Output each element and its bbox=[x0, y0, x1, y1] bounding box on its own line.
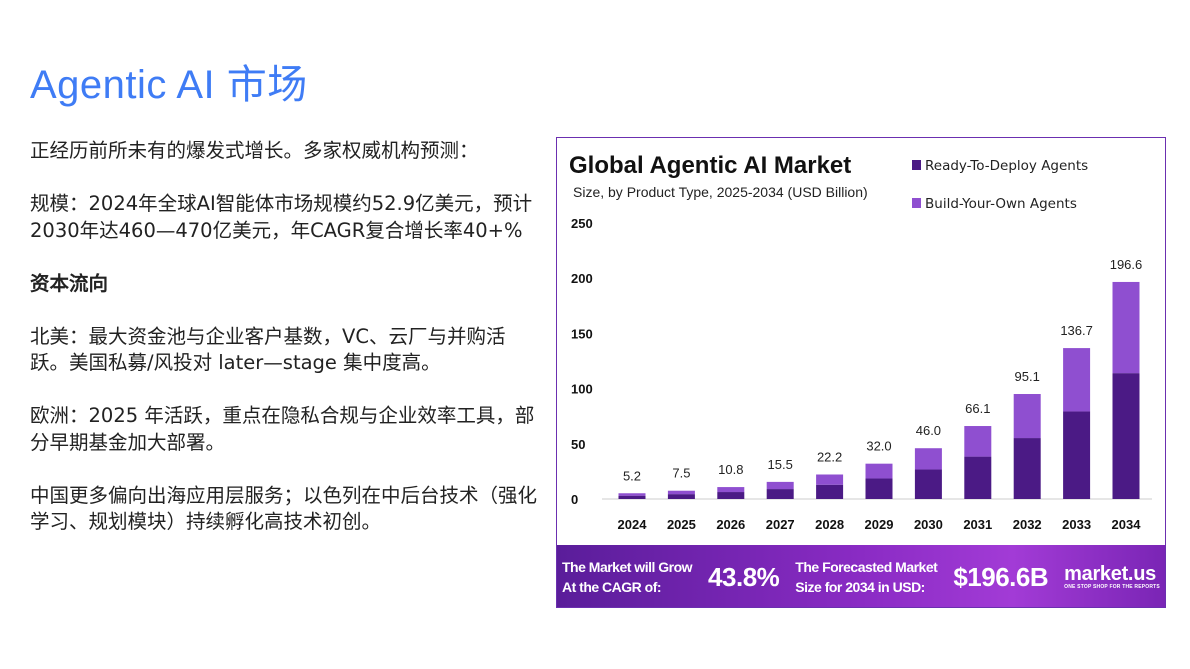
x-tick-label: 2034 bbox=[1112, 517, 1142, 532]
data-label-2029: 32.0 bbox=[866, 439, 891, 454]
forecast-label-line1: The Forecasted Market bbox=[795, 559, 938, 575]
cagr-label: The Market will Grow At the CAGR of: bbox=[562, 557, 693, 597]
brand-tagline: ONE STOP SHOP FOR THE REPORTS bbox=[1064, 584, 1160, 590]
legend-label-build: Build-Your-Own Agents bbox=[925, 196, 1077, 212]
bar-build-2024 bbox=[618, 493, 646, 496]
x-tick-label: 2032 bbox=[1013, 517, 1042, 532]
bar-build-2028 bbox=[816, 474, 844, 485]
bar-ready-2032 bbox=[1013, 438, 1041, 499]
x-tick-label: 2024 bbox=[618, 517, 648, 532]
data-label-2027: 15.5 bbox=[768, 457, 793, 472]
market-us-logo: market.us ONE STOP SHOP FOR THE REPORTS bbox=[1064, 564, 1160, 590]
data-label-2026: 10.8 bbox=[718, 462, 743, 477]
forecast-label-line2: Size for 2034 in USD: bbox=[795, 579, 925, 595]
y-tick-label: 200 bbox=[571, 271, 593, 286]
capital-flow-heading: 资本流向 bbox=[30, 271, 109, 295]
data-label-2024: 5.2 bbox=[623, 468, 641, 483]
bar-build-2033 bbox=[1063, 348, 1091, 412]
y-tick-label: 50 bbox=[571, 437, 585, 452]
chart-subtitle: Size, by Product Type, 2025-2034 (USD Bi… bbox=[573, 184, 868, 200]
x-tick-label: 2025 bbox=[667, 517, 696, 532]
china-israel-text: 中国更多偏向出海应用层服务；以色列在中后台技术（强化学习、规划模块）持续孵化高技… bbox=[30, 483, 538, 534]
bar-build-2031 bbox=[964, 426, 992, 457]
chart-title: Global Agentic AI Market bbox=[569, 152, 851, 179]
bar-build-2027 bbox=[766, 481, 794, 490]
europe-text: 欧洲：2025 年活跃，重点在隐私合规与企业效率工具，部分早期基金加大部署。 bbox=[30, 404, 535, 454]
data-label-2025: 7.5 bbox=[672, 466, 690, 481]
chart-svg: Global Agentic AI Market Size, by Produc… bbox=[569, 152, 1152, 532]
bar-ready-2024 bbox=[618, 495, 646, 499]
forecast-label: The Forecasted Market Size for 2034 in U… bbox=[795, 557, 938, 597]
x-tick-label: 2026 bbox=[716, 517, 745, 532]
y-tick-label: 100 bbox=[571, 382, 593, 397]
bar-build-2034 bbox=[1112, 281, 1140, 374]
data-label-2033: 136.7 bbox=[1060, 323, 1093, 338]
bar-ready-2034 bbox=[1112, 373, 1140, 499]
cagr-value: 43.8% bbox=[708, 561, 780, 592]
slide-body: 正经历前所未有的爆发式增长。多家权威机构预测： 规模：2024年全球AI智能体市… bbox=[30, 138, 540, 562]
bar-build-2026 bbox=[717, 487, 745, 493]
bar-ready-2026 bbox=[717, 492, 745, 499]
data-label-2030: 46.0 bbox=[916, 423, 941, 438]
x-tick-label: 2028 bbox=[815, 517, 844, 532]
forecast-value: $196.6B bbox=[953, 561, 1049, 592]
y-tick-label: 150 bbox=[571, 326, 593, 341]
data-label-2031: 66.1 bbox=[965, 401, 990, 416]
bar-build-2029 bbox=[865, 463, 893, 479]
bar-ready-2028 bbox=[816, 484, 844, 499]
scale-text: 规模：2024年全球AI智能体市场规模约52.9亿美元，预计2030年达460—… bbox=[30, 192, 533, 242]
cagr-label-line2: At the CAGR of: bbox=[562, 579, 662, 595]
x-tick-label: 2029 bbox=[865, 517, 894, 532]
intro-text: 正经历前所未有的爆发式增长。多家权威机构预测： bbox=[30, 139, 479, 162]
y-tick-label: 250 bbox=[571, 216, 593, 231]
x-tick-label: 2033 bbox=[1062, 517, 1091, 532]
bar-build-2030 bbox=[914, 448, 942, 470]
legend-swatch-ready bbox=[912, 160, 921, 170]
chart-banner: The Market will Grow At the CAGR of: 43.… bbox=[557, 545, 1165, 607]
bar-ready-2031 bbox=[964, 456, 992, 499]
x-tick-label: 2027 bbox=[766, 517, 795, 532]
north-america-text: 北美：最大资金池与企业客户基数，VC、云厂与并购活跃。美国私募/风投对 late… bbox=[30, 324, 506, 375]
brand-name: market.us bbox=[1064, 563, 1156, 585]
y-tick-label: 0 bbox=[571, 492, 578, 507]
bar-ready-2025 bbox=[667, 494, 695, 499]
data-label-2028: 22.2 bbox=[817, 449, 842, 464]
x-tick-label: 2031 bbox=[963, 517, 992, 532]
data-label-2034: 196.6 bbox=[1110, 257, 1143, 272]
market-chart: Global Agentic AI Market Size, by Produc… bbox=[556, 137, 1166, 608]
bar-build-2025 bbox=[667, 490, 695, 495]
slide-title: Agentic AI 市场 bbox=[30, 63, 308, 107]
bar-build-2032 bbox=[1013, 394, 1041, 439]
legend-swatch-build bbox=[912, 198, 921, 208]
x-tick-label: 2030 bbox=[914, 517, 943, 532]
bar-ready-2033 bbox=[1063, 411, 1091, 499]
bar-ready-2027 bbox=[766, 489, 794, 499]
data-label-2032: 95.1 bbox=[1015, 369, 1040, 384]
cagr-label-line1: The Market will Grow bbox=[562, 559, 693, 575]
bar-ready-2029 bbox=[865, 478, 893, 499]
legend-label-ready: Ready-To-Deploy Agents bbox=[925, 158, 1088, 174]
bar-ready-2030 bbox=[914, 469, 942, 499]
